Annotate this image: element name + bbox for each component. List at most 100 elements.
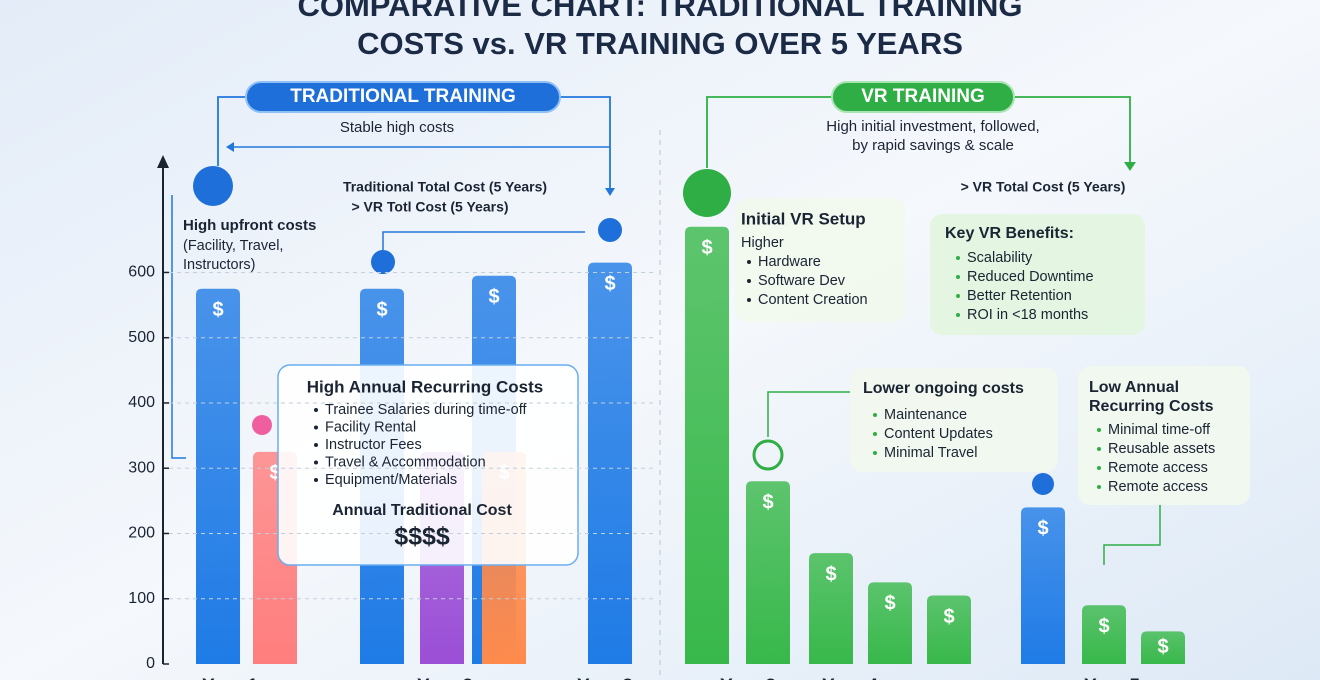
x-tick-label: Year 2 bbox=[417, 676, 473, 680]
y-tick-label: 100 bbox=[128, 590, 155, 607]
x-tick-label: Year 4 bbox=[822, 676, 878, 680]
list-item: Travel & Accommodation bbox=[325, 454, 486, 470]
icon bbox=[1032, 473, 1054, 495]
connector bbox=[382, 231, 585, 252]
y-tick-label: 200 bbox=[128, 525, 155, 542]
connector bbox=[767, 391, 1161, 565]
low-recurring-box bbox=[1078, 366, 1250, 505]
list-item: Reduced Downtime bbox=[967, 269, 1094, 285]
list-item: Better Retention bbox=[967, 288, 1072, 304]
bar-symbol: $ bbox=[604, 273, 615, 295]
y-tick-label: 600 bbox=[128, 264, 155, 281]
box-title: Low Annual bbox=[1089, 379, 1179, 396]
upfront-line: (Facility, Travel, bbox=[183, 238, 283, 254]
bar-symbol: $ bbox=[269, 462, 280, 484]
bar bbox=[1141, 631, 1185, 664]
bar bbox=[685, 226, 729, 665]
icon bbox=[193, 166, 233, 206]
bar-symbol: $ bbox=[488, 286, 499, 308]
bullet bbox=[314, 460, 318, 465]
list-item: ROI in <18 months bbox=[967, 307, 1088, 323]
list-item: Software Dev bbox=[758, 273, 846, 289]
bar bbox=[809, 553, 853, 664]
title: COSTS vs. VR TRAINING OVER 5 YEARS bbox=[357, 26, 963, 61]
note: Stable high costs bbox=[340, 119, 454, 136]
list-item: Trainee Salaries during time-off bbox=[325, 402, 527, 418]
icon bbox=[752, 439, 784, 471]
x-tick-label: Year 3 bbox=[720, 676, 776, 680]
y-tick-label: 0 bbox=[146, 655, 155, 672]
list-item: Maintenance bbox=[884, 407, 967, 423]
icon bbox=[371, 250, 395, 274]
bullet bbox=[1097, 428, 1101, 432]
list-item: Facility Rental bbox=[325, 419, 416, 435]
bar-symbol: $ bbox=[212, 299, 223, 321]
cost-label: Annual Traditional Cost bbox=[332, 502, 512, 519]
connector bbox=[706, 96, 1131, 168]
recurring-box bbox=[277, 364, 579, 566]
benefits-box bbox=[930, 214, 1145, 335]
bullet bbox=[747, 298, 751, 302]
bars: $$$$$$$$$$$$$$$ bbox=[196, 226, 1185, 665]
icon bbox=[252, 415, 272, 435]
pill-label: TRADITIONAL TRAINING bbox=[290, 86, 516, 107]
vr-pill bbox=[831, 81, 1015, 113]
bullet bbox=[314, 443, 318, 447]
note: High initial investment, followed, bbox=[826, 118, 1039, 135]
list-item: Remote access bbox=[1108, 479, 1208, 495]
bar-symbol: $ bbox=[884, 593, 895, 615]
traditional-pill bbox=[245, 81, 561, 113]
icon bbox=[598, 218, 622, 242]
bar-symbol: $ bbox=[825, 563, 836, 585]
bar-symbol: $ bbox=[1157, 636, 1168, 658]
box-sub: Higher bbox=[741, 235, 784, 251]
cost: $$$$ bbox=[394, 523, 450, 551]
list-item: Remote access bbox=[1108, 460, 1208, 476]
x-tick-label: Year 5 bbox=[1084, 676, 1140, 680]
bar-symbol: $ bbox=[376, 299, 387, 321]
box-title: High Annual Recurring Costs bbox=[307, 377, 543, 396]
bar bbox=[1082, 605, 1126, 664]
bullet bbox=[873, 413, 877, 417]
vr-total: > VR Total Cost (5 Years) bbox=[961, 179, 1126, 195]
bar bbox=[1021, 507, 1065, 664]
box-title: Recurring Costs bbox=[1089, 398, 1214, 415]
bar bbox=[196, 288, 240, 664]
title: COMPARATIVE CHART: TRADITIONAL TRAINING bbox=[297, 0, 1022, 23]
bullet bbox=[747, 279, 751, 283]
bullet bbox=[956, 275, 960, 279]
upfront-line: Instructors) bbox=[183, 257, 256, 273]
bullet bbox=[873, 432, 877, 436]
bullet bbox=[956, 313, 960, 317]
bullet bbox=[747, 260, 751, 264]
bar-symbol: $ bbox=[762, 492, 773, 514]
bullet bbox=[1097, 447, 1101, 451]
list-item: Minimal Travel bbox=[884, 445, 977, 461]
list-item: Scalability bbox=[967, 250, 1033, 266]
bar bbox=[588, 262, 632, 664]
bar-symbol: $ bbox=[1037, 518, 1048, 540]
list-item: Reusable assets bbox=[1108, 441, 1215, 457]
comparison: > VR Totl Cost (5 Years) bbox=[351, 199, 508, 215]
y-tick-label: 300 bbox=[128, 459, 155, 476]
arrow-head bbox=[1124, 162, 1136, 171]
list-item: Content Creation bbox=[758, 292, 868, 308]
bullet bbox=[314, 478, 318, 482]
list-item: Minimal time-off bbox=[1108, 422, 1211, 438]
bar-symbol: $ bbox=[943, 606, 954, 628]
bullet bbox=[956, 256, 960, 260]
x-tick-label: Year 3 bbox=[577, 676, 633, 680]
axis-arrow bbox=[157, 155, 169, 168]
bar-symbol: $ bbox=[701, 237, 712, 259]
box-title: Key VR Benefits: bbox=[945, 225, 1074, 242]
list-item: Hardware bbox=[758, 254, 821, 270]
comparison: Traditional Total Cost (5 Years) bbox=[343, 179, 547, 195]
box-title: Lower ongoing costs bbox=[863, 380, 1024, 397]
upfront-title: High upfront costs bbox=[183, 217, 316, 234]
vr-setup-box bbox=[735, 198, 905, 322]
bar-symbol: $ bbox=[1098, 616, 1109, 638]
bullet bbox=[956, 294, 960, 298]
connector bbox=[171, 195, 186, 459]
